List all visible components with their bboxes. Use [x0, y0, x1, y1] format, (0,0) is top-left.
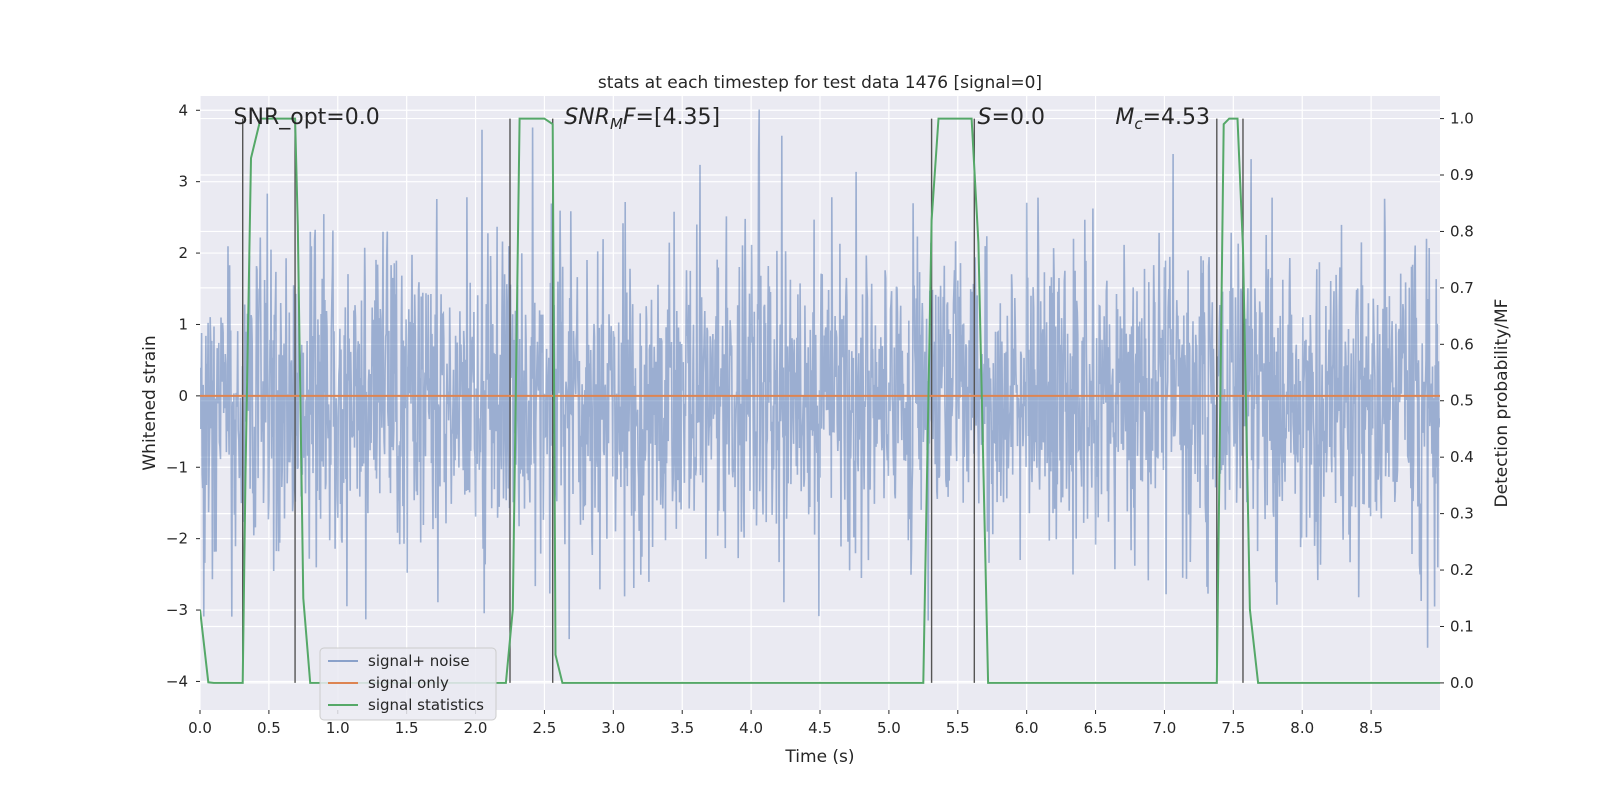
chart-title: stats at each timestep for test data 147… [598, 73, 1042, 93]
right-y-tick-label-4: 0.4 [1450, 448, 1474, 466]
x-tick-label-8: 4.0 [739, 719, 763, 737]
x-tick-label-12: 6.0 [1015, 719, 1039, 737]
legend-frame [319, 647, 497, 721]
y-tick-label-8: 4 [178, 101, 188, 119]
annotation-2: S=0.0 [978, 105, 1045, 130]
legend-label-noise: signal+ noise [368, 652, 470, 670]
noise-series-layer [200, 109, 1440, 648]
right-y-tick-label-2: 0.2 [1450, 561, 1474, 579]
right-y-axis-label: Detection probability/MF [1492, 299, 1512, 508]
x-tick-label-0: 0.0 [188, 719, 212, 737]
right-y-tick-label-10: 1.0 [1450, 110, 1474, 128]
annotation-1: SNRMF=[4.35] [564, 105, 720, 133]
noise-series-line [200, 109, 1440, 648]
x-tick-label-10: 5.0 [877, 719, 901, 737]
x-tick-label-1: 0.5 [257, 719, 281, 737]
annotation-0: SNR_opt=0.0 [234, 105, 380, 130]
x-axis-label: Time (s) [784, 747, 854, 767]
x-tick-label-6: 3.0 [601, 719, 625, 737]
x-tick-label-5: 2.5 [533, 719, 557, 737]
y-tick-label-6: 2 [178, 244, 188, 262]
x-tick-label-11: 5.5 [946, 719, 970, 737]
x-tick-label-16: 8.0 [1290, 719, 1314, 737]
x-tick-label-4: 2.0 [464, 719, 488, 737]
x-axis-ticks: 0.0 0.5 1.0 1.5 2.0 2.5 3.0 3.5 4.0 4.5 5.0 5.5 6.0 6… [188, 710, 1383, 737]
x-tick-label-17: 8.5 [1359, 719, 1383, 737]
right-y-axis-ticks: 0.0 0.1 0.2 0.3 0.4 0.5 0.6 0.7 0.8 0.9 1.0 [1440, 110, 1474, 692]
series-line-2 [200, 117, 1440, 684]
y-axis-ticks: −4 −3 −2 −1 0 1 2 3 4 [166, 101, 200, 690]
y-tick-label-3: −1 [166, 458, 188, 476]
x-tick-label-14: 7.0 [1153, 719, 1177, 737]
right-y-tick-label-5: 0.5 [1450, 392, 1474, 410]
x-tick-label-15: 7.5 [1221, 719, 1245, 737]
right-y-tick-label-3: 0.3 [1450, 505, 1474, 523]
y-axis-label: Whitened strain [140, 335, 160, 470]
legend-label-signal: signal only [368, 674, 449, 692]
right-y-tick-label-7: 0.7 [1450, 279, 1474, 297]
series-lines [200, 117, 1440, 684]
legend-label-stats: signal statistics [368, 696, 484, 714]
vertical-markers [242, 118, 1244, 683]
x-tick-label-2: 1.0 [326, 719, 350, 737]
annotation-3: Mc=4.53 [1115, 105, 1210, 133]
x-tick-label-7: 3.5 [670, 719, 694, 737]
legend: signal+ noise signal only signal statist… [319, 647, 497, 721]
x-tick-label-13: 6.5 [1084, 719, 1108, 737]
y-tick-label-5: 1 [178, 315, 188, 333]
x-tick-label-3: 1.5 [395, 719, 419, 737]
annotations: SNR_opt=0.0 SNRMF=[4.35] S=0.0 Mc=4.53 [234, 105, 1210, 133]
right-y-tick-label-8: 0.8 [1450, 222, 1474, 240]
right-y-tick-label-1: 0.1 [1450, 617, 1474, 635]
right-y-tick-label-0: 0.0 [1450, 674, 1474, 692]
right-y-tick-label-6: 0.6 [1450, 335, 1474, 353]
y-tick-label-2: −2 [166, 530, 188, 548]
y-tick-label-1: −3 [166, 601, 188, 619]
y-tick-label-7: 3 [178, 173, 188, 191]
y-tick-label-0: −4 [166, 672, 188, 690]
x-tick-label-9: 4.5 [808, 719, 832, 737]
y-tick-label-4: 0 [178, 387, 188, 405]
right-y-tick-label-9: 0.9 [1450, 166, 1474, 184]
